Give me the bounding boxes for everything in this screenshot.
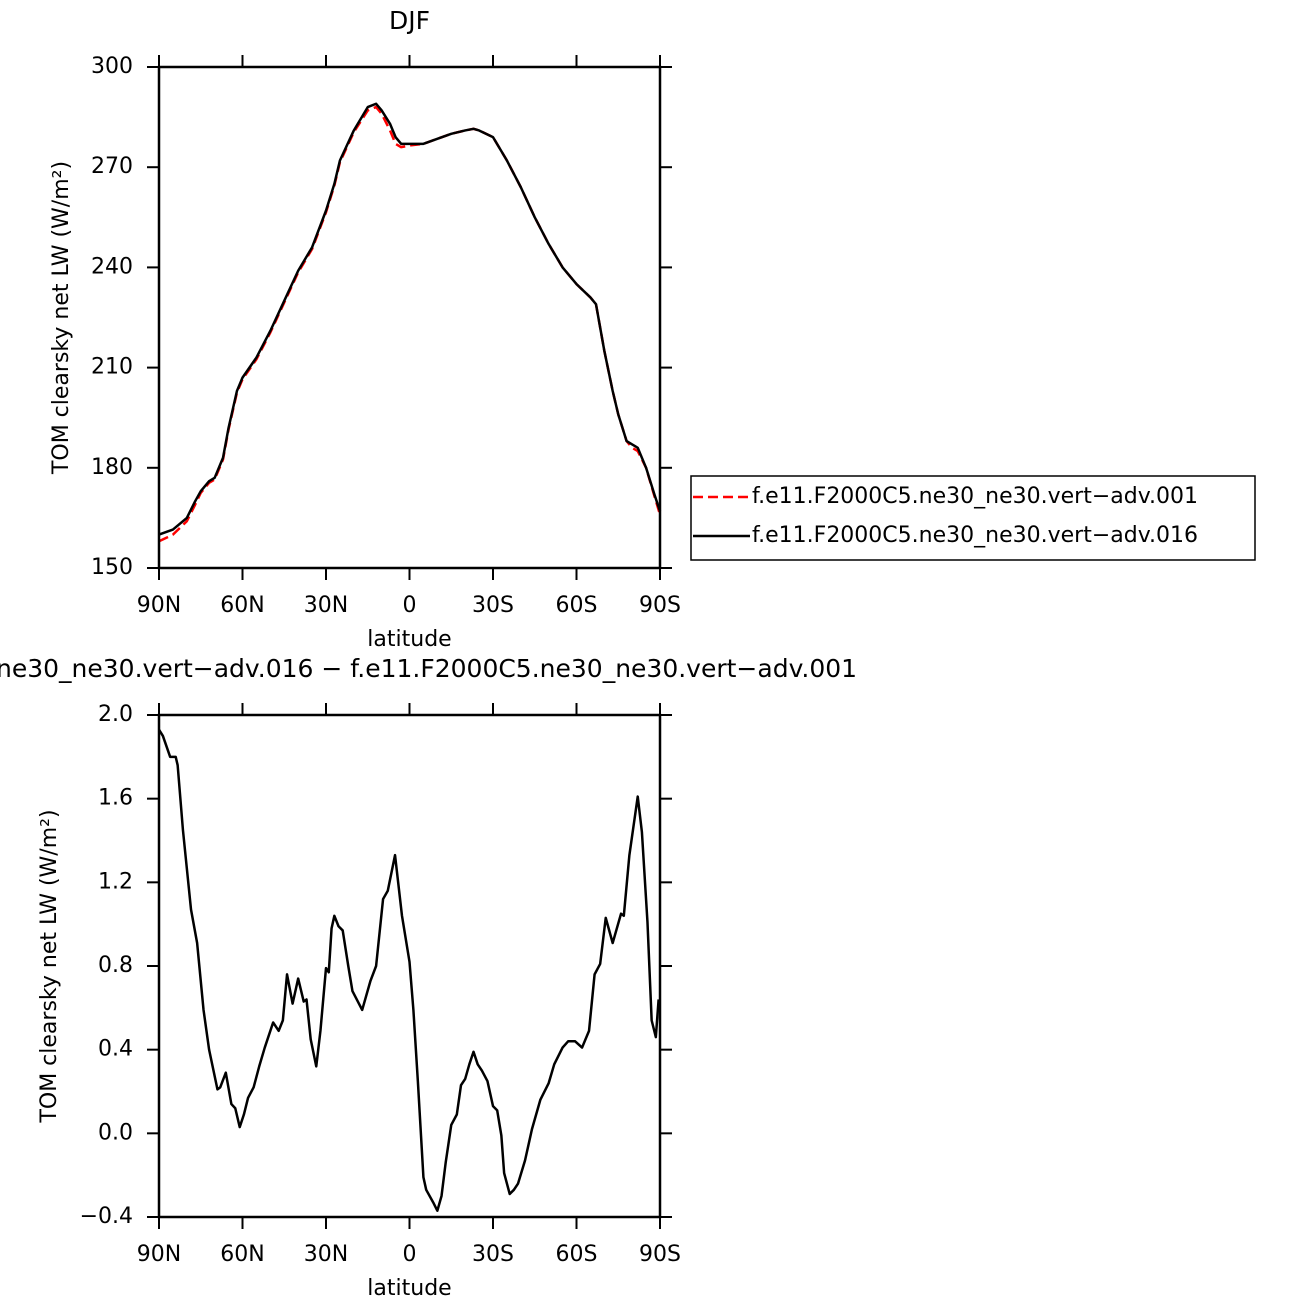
x-axis-label: latitude (367, 1276, 451, 1301)
x-tick-label: 60S (556, 1242, 598, 1267)
x-tick-label: 30S (472, 1242, 514, 1267)
y-tick-label: 1.2 (98, 869, 133, 894)
x-tick-label: 0 (403, 593, 417, 618)
plot-frame (157, 65, 662, 570)
y-tick-label: 240 (91, 254, 133, 279)
y-tick-label: 300 (91, 54, 133, 79)
y-tick-label: 0.0 (98, 1120, 133, 1145)
x-tick-label: 30N (304, 593, 348, 618)
chart-title: DJF (389, 6, 430, 35)
x-tick-label: 90N (137, 1242, 181, 1267)
x-tick-label: 90N (137, 593, 181, 618)
legend-box (690, 475, 1256, 561)
x-tick-label: 90S (639, 593, 681, 618)
y-tick-label: 0.8 (98, 953, 133, 978)
legend-label: f.e11.F2000C5.ne30_ne30.vert−adv.016 (752, 523, 1198, 548)
x-tick-label: 30S (472, 593, 514, 618)
y-tick-label: 150 (91, 555, 133, 580)
chart-title: ne30_ne30.vert−adv.016 − f.e11.F2000C5.n… (0, 654, 857, 683)
y-tick-label: 0.4 (98, 1037, 133, 1062)
y-tick-label: 180 (91, 455, 133, 480)
data-line (157, 728, 660, 1212)
plot-frame (157, 713, 662, 1219)
y-tick-label: 210 (91, 355, 133, 380)
y-tick-label: 270 (91, 154, 133, 179)
y-tick-label: 2.0 (98, 702, 133, 727)
x-tick-label: 30N (304, 1242, 348, 1267)
y-axis-label: TOM clearsky net LW (W/m²) (49, 161, 74, 475)
x-tick-label: 60N (220, 593, 264, 618)
data-line (158, 102, 662, 536)
x-tick-label: 90S (639, 1242, 681, 1267)
y-axis-label: TOM clearsky net LW (W/m²) (37, 809, 62, 1123)
data-line (158, 105, 662, 543)
legend-label: f.e11.F2000C5.ne30_ne30.vert−adv.001 (752, 484, 1198, 509)
x-tick-label: 0 (403, 1242, 417, 1267)
y-tick-label: −0.4 (80, 1204, 133, 1229)
y-tick-label: 1.6 (98, 786, 133, 811)
x-axis-label: latitude (367, 627, 451, 652)
x-tick-label: 60S (556, 593, 598, 618)
x-tick-label: 60N (220, 1242, 264, 1267)
